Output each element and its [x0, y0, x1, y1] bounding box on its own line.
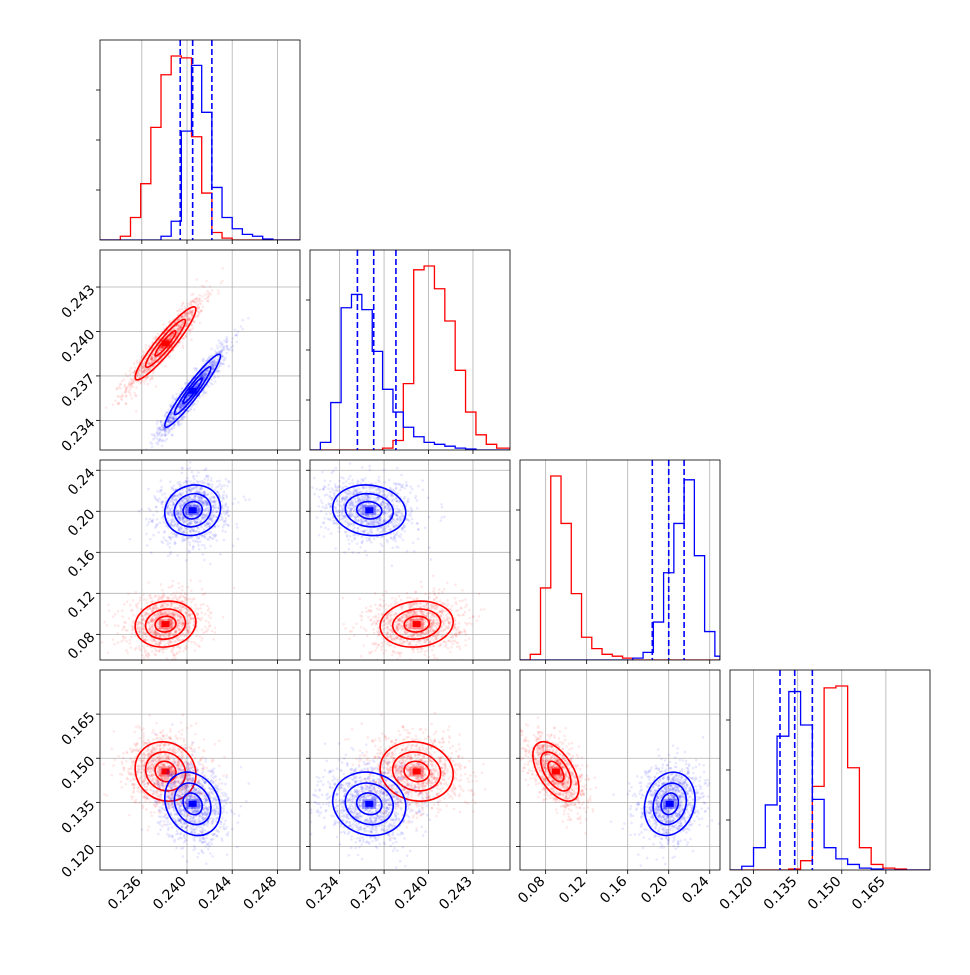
panel-p2-p2	[516, 460, 720, 664]
x-tick-label: 0.234	[303, 873, 343, 913]
panel-plot-area	[300, 449, 510, 677]
y-tick-label: 0.24	[65, 465, 98, 498]
panel-plot-area	[502, 670, 724, 873]
x-tick-label: 0.244	[195, 873, 235, 913]
panel-p1-p1	[306, 250, 510, 454]
x-tick-label: 0.240	[150, 874, 190, 914]
density-peak-blue	[365, 801, 373, 807]
x-tick-label: 0.24	[679, 873, 712, 906]
x-tick-label: 0.165	[849, 874, 889, 914]
y-tick-label: 0.12	[65, 588, 98, 621]
y-tick-label: 0.120	[59, 842, 99, 882]
histogram-blue-p0	[100, 65, 300, 240]
y-tick-label: 0.234	[59, 415, 99, 455]
x-tick-label: 0.12	[556, 874, 589, 907]
panel-p1-p2	[300, 449, 510, 677]
panel-plot-area	[730, 670, 930, 870]
y-tick-label: 0.240	[59, 327, 99, 367]
density-peak-red	[162, 621, 170, 627]
histogram-red-p3	[730, 686, 930, 870]
x-tick-label: 0.243	[436, 874, 476, 914]
panel-frame	[730, 670, 930, 870]
x-tick-label: 0.150	[805, 874, 845, 914]
y-tick-label: 0.20	[65, 506, 98, 539]
x-tick-label: 0.236	[105, 873, 145, 913]
y-tick-label: 0.16	[65, 547, 98, 580]
panel-plot-area	[100, 670, 300, 870]
density-peak-blue	[189, 507, 197, 513]
x-tick-label: 0.08	[515, 874, 548, 907]
histogram-red-p2	[520, 476, 720, 660]
histogram-blue-p2	[520, 480, 720, 660]
panel-frame	[100, 40, 300, 240]
histogram-blue-p3	[730, 692, 930, 870]
histogram-red-p0	[100, 56, 300, 240]
panel-p0-p2: 0.08 0.12 0.16 0.20 0.24	[65, 460, 300, 674]
density-peak-blue	[666, 801, 674, 807]
x-tick-label: 0.237	[347, 874, 387, 914]
panel-frame	[520, 460, 720, 660]
x-tick-label: 0.20	[638, 874, 671, 907]
density-peak-red	[413, 621, 421, 627]
panel-plot-area	[88, 250, 300, 477]
y-tick-label: 0.150	[59, 753, 99, 793]
x-tick-label: 0.240	[392, 874, 432, 914]
x-tick-label: 0.248	[241, 874, 281, 914]
panel-plot-area	[520, 460, 720, 660]
x-tick-label: 0.16	[597, 873, 630, 906]
y-tick-label: 0.243	[59, 282, 99, 322]
x-tick-label: 0.120	[717, 874, 757, 914]
panel-p0-p0	[96, 40, 300, 244]
panel-plot-area	[288, 670, 510, 884]
density-peak-red	[552, 768, 560, 774]
panel-plot-area	[310, 250, 510, 450]
panel-plot-area	[100, 460, 300, 674]
density-peak-red	[413, 768, 421, 774]
y-tick-label: 0.08	[65, 629, 98, 662]
panel-plot-area	[100, 40, 300, 240]
y-tick-label: 0.135	[59, 797, 99, 837]
density-peak-blue	[365, 507, 373, 513]
density-peak-blue	[189, 801, 197, 807]
y-tick-label: 0.165	[59, 709, 99, 749]
y-tick-label: 0.237	[59, 371, 99, 411]
x-tick-label: 0.135	[761, 874, 801, 914]
